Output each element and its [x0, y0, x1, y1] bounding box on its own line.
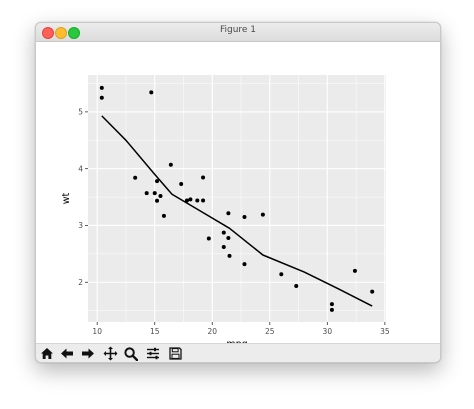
data-point: [161, 213, 166, 218]
back-arrow-icon: [61, 348, 73, 359]
data-point: [226, 235, 231, 240]
minimize-window-button[interactable]: [55, 27, 67, 39]
x-axis-label: mpg: [226, 339, 247, 343]
data-point: [221, 245, 226, 250]
figure-window: Figure 1 10 15 20 25 30 35 2 3 4 5 mpg wt: [35, 22, 441, 363]
plot-panel: [88, 75, 386, 322]
data-point: [133, 175, 138, 180]
home-button[interactable]: [38, 345, 56, 362]
data-point: [99, 85, 104, 90]
y-tick-label: 5: [78, 108, 83, 117]
data-point: [221, 230, 226, 235]
scatter-plot: 10 15 20 25 30 35 2 3 4 5 mpg wt: [61, 75, 390, 343]
data-point: [155, 179, 160, 184]
data-point: [155, 198, 160, 203]
x-tick-label: 20: [207, 327, 217, 336]
x-tick-label: 25: [265, 327, 275, 336]
subplots-button[interactable]: [144, 345, 162, 362]
forward-arrow-icon: [82, 348, 94, 359]
forward-button[interactable]: [79, 345, 97, 362]
data-point: [227, 253, 232, 258]
data-point: [149, 90, 154, 95]
data-point: [352, 268, 357, 273]
maximize-window-button[interactable]: [68, 27, 80, 39]
data-point: [195, 198, 200, 203]
navigation-toolbar: [36, 343, 440, 362]
data-point: [144, 191, 149, 196]
data-point: [168, 162, 173, 167]
data-point: [152, 191, 157, 196]
figure-canvas[interactable]: 10 15 20 25 30 35 2 3 4 5 mpg wt: [36, 42, 440, 343]
save-icon: [168, 347, 182, 360]
home-icon: [41, 348, 53, 359]
data-point: [201, 198, 206, 203]
y-tick-label: 3: [78, 221, 83, 230]
data-point: [329, 302, 334, 307]
y-tick-label: 2: [78, 278, 83, 287]
data-point: [179, 182, 184, 187]
x-tick-label: 10: [92, 327, 102, 336]
zoom-icon: [124, 346, 138, 361]
data-point: [242, 262, 247, 267]
pan-button[interactable]: [101, 345, 119, 362]
pan-icon: [103, 346, 117, 361]
y-tick-label: 4: [78, 164, 83, 173]
data-point: [242, 214, 247, 219]
data-point: [329, 307, 334, 312]
data-point: [201, 175, 206, 180]
save-button[interactable]: [166, 345, 184, 362]
x-tick-label: 35: [380, 327, 390, 336]
data-point: [188, 197, 193, 202]
close-window-button[interactable]: [42, 27, 54, 39]
x-tick-label: 15: [150, 327, 160, 336]
data-point: [184, 198, 189, 203]
data-point: [294, 283, 299, 288]
back-button[interactable]: [58, 345, 76, 362]
zoom-button[interactable]: [122, 345, 140, 362]
title-bar: Figure 1: [36, 23, 440, 42]
subplots-config-icon: [147, 347, 159, 360]
data-point: [226, 211, 231, 216]
window-title: Figure 1: [219, 25, 257, 35]
x-tick-label: 30: [323, 327, 333, 336]
data-point: [99, 95, 104, 100]
trend-line: [101, 115, 373, 307]
data-point: [279, 272, 284, 277]
data-point: [158, 193, 163, 198]
data-point: [206, 236, 211, 241]
y-axis-label: wt: [61, 192, 72, 204]
data-point: [370, 289, 375, 294]
data-point: [260, 212, 265, 217]
